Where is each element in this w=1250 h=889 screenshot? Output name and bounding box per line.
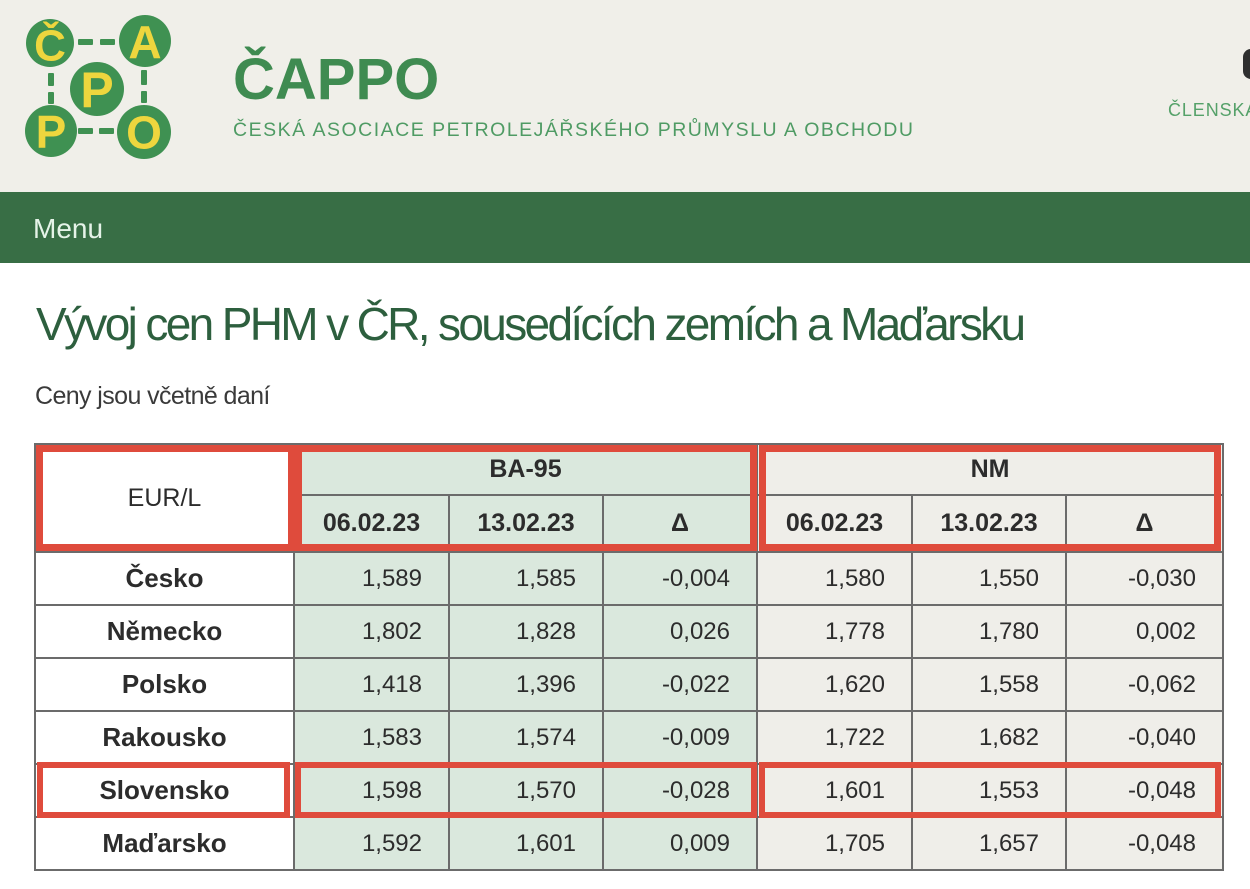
svg-text:P: P: [80, 62, 113, 118]
svg-text:Č: Č: [34, 20, 66, 71]
svg-text:O: O: [126, 107, 162, 159]
svg-text:A: A: [128, 16, 161, 68]
svg-text:P: P: [36, 106, 67, 158]
